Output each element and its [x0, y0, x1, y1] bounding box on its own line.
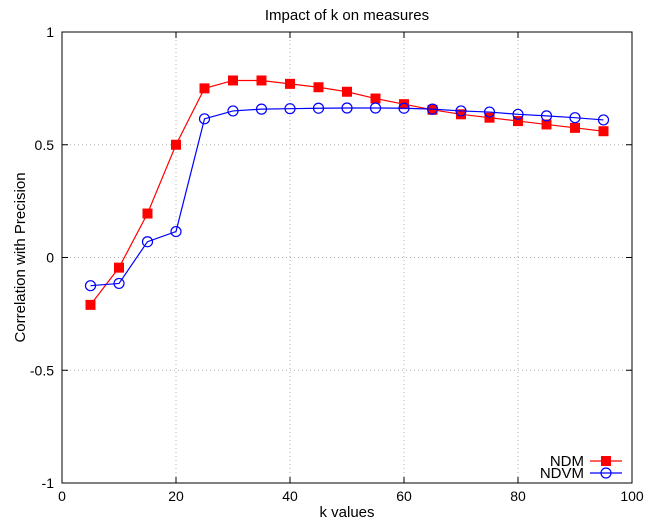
y-tick-label: 1	[46, 24, 54, 40]
data-point	[341, 102, 353, 114]
data-point	[199, 83, 210, 94]
x-tick-label: 20	[168, 488, 184, 504]
series-line	[90, 107, 604, 287]
y-axis-label: Correlation with Precision	[12, 172, 29, 342]
data-point	[455, 105, 467, 117]
data-point	[228, 75, 238, 86]
data-point	[284, 103, 296, 115]
y-tick-label: 0	[46, 250, 54, 266]
data-point	[285, 78, 295, 89]
data-point	[312, 102, 325, 114]
x-tick-label: 40	[282, 488, 298, 504]
data-point	[513, 116, 523, 127]
data-point	[398, 102, 410, 114]
data-point	[256, 75, 267, 86]
legend-marker	[600, 467, 612, 479]
data-point	[255, 103, 268, 115]
data-point	[142, 208, 153, 219]
series-ndm	[85, 75, 609, 310]
y-tick-label: -0.5	[30, 362, 54, 378]
x-tick-label: 80	[510, 488, 526, 504]
data-point	[399, 99, 409, 110]
data-point	[85, 299, 96, 310]
data-series	[84, 75, 610, 310]
x-tick-label: 60	[396, 488, 412, 504]
data-point	[597, 114, 610, 126]
legend-label: NDM	[550, 453, 584, 470]
y-tick-label: -1	[42, 475, 55, 491]
data-point	[227, 105, 239, 117]
data-point	[512, 108, 524, 120]
data-point	[569, 112, 581, 124]
data-point	[483, 106, 496, 118]
data-point	[369, 102, 382, 114]
data-point	[426, 103, 439, 115]
axis-ticks: 0 20 40 60 80 100 -1 -0.5 0 0.5 1	[30, 24, 644, 504]
data-point	[198, 113, 211, 125]
data-point	[113, 277, 125, 290]
data-point	[541, 119, 552, 130]
x-tick-label: 100	[620, 488, 644, 504]
y-tick-label: 0.5	[35, 137, 55, 153]
data-point	[84, 280, 97, 292]
data-point	[141, 236, 154, 248]
data-point	[370, 93, 381, 104]
data-point	[570, 122, 580, 133]
data-point	[313, 82, 324, 93]
data-point	[427, 104, 438, 115]
chart-title: Impact of k on measures	[265, 7, 429, 24]
data-point	[456, 109, 466, 120]
series-ndvm	[84, 102, 610, 292]
x-tick-label: 0	[58, 488, 66, 504]
data-point	[540, 110, 553, 122]
legend-marker	[601, 456, 611, 466]
data-point	[598, 126, 609, 137]
data-point	[114, 262, 124, 273]
x-axis-label: k values	[319, 504, 374, 520]
data-point	[484, 112, 495, 123]
data-point	[171, 139, 181, 150]
data-point	[170, 225, 182, 238]
series-line	[90, 79, 604, 306]
data-point	[342, 86, 352, 97]
grid-lines	[62, 32, 632, 483]
legend-label: NDVM	[540, 465, 584, 482]
